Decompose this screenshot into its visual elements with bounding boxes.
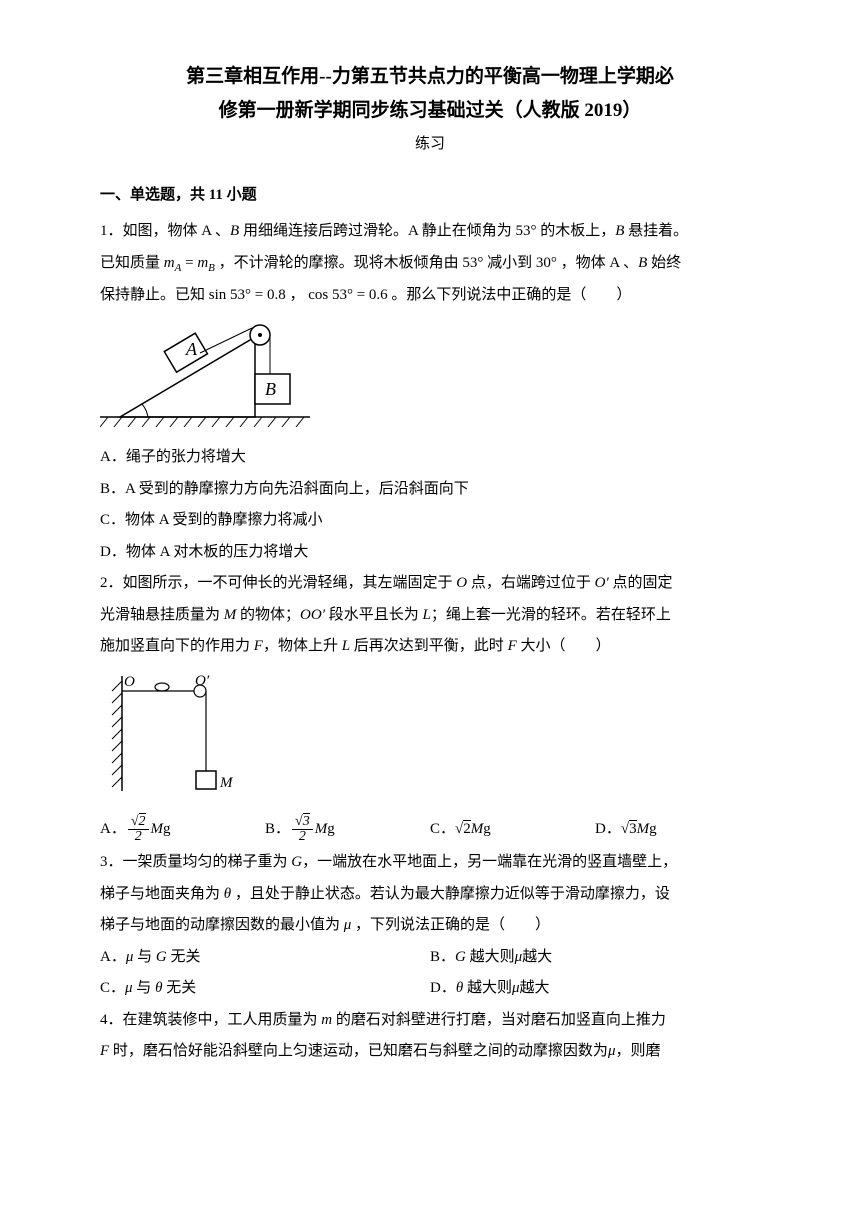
q2-figure: O O′ M: [100, 671, 760, 806]
q1-option-c: C．物体 A 受到的静摩擦力将减小: [100, 505, 760, 537]
q1-figure: A B: [100, 319, 760, 434]
q2-option-d: D．√3Mg: [595, 814, 760, 846]
question-4: 4．在建筑装修中，工人用质量为 m 的磨石对斜壁进行打磨，当对磨石加竖直向上推力…: [100, 1005, 760, 1068]
question-2: 2．如图所示，一不可伸长的光滑轻绳，其左端固定于 O 点，右端跨过位于 O′ 点…: [100, 568, 760, 663]
q1-option-b: B．A 受到的静摩擦力方向先沿斜面向上，后沿斜面向下: [100, 474, 760, 506]
section-header: 一、单选题，共 11 小题: [100, 183, 760, 204]
page-title-1: 第三章相互作用--力第五节共点力的平衡高一物理上学期必: [100, 60, 760, 94]
q1-fig-label-b: B: [265, 379, 276, 399]
q1-option-a: A．绳子的张力将增大: [100, 442, 760, 474]
q3-option-a: A．μ 与 G 无关: [100, 942, 430, 974]
question-1: 1．如图，物体 A 、B 用细绳连接后跨过滑轮。A 静止在倾角为 53° 的木板…: [100, 216, 760, 311]
q2-fig-m: M: [219, 775, 234, 791]
page-title-2: 修第一册新学期同步练习基础过关（人教版 2019）: [100, 94, 760, 128]
q1-text: 1．如图，物体 A 、: [100, 223, 230, 239]
subtitle: 练习: [100, 132, 760, 153]
q1-fig-label-a: A: [185, 339, 198, 359]
q1-option-d: D．物体 A 对木板的压力将增大: [100, 537, 760, 569]
question-3: 3．一架质量均匀的梯子重为 G，一端放在水平地面上，另一端靠在光滑的竖直墙壁上，…: [100, 847, 760, 942]
q2-option-a: A．√22Mg: [100, 814, 265, 846]
q2-fig-o: O: [124, 674, 135, 690]
q3-options-row1: A．μ 与 G 无关 B．G 越大则μ越大: [100, 942, 760, 974]
q3-option-b: B．G 越大则μ越大: [430, 942, 760, 974]
q3-option-d: D．θ 越大则μ越大: [430, 973, 760, 1005]
q3-options-row2: C．μ 与 θ 无关 D．θ 越大则μ越大: [100, 973, 760, 1005]
q2-option-c: C．√2Mg: [430, 814, 595, 846]
q2-option-b: B．√32Mg: [265, 814, 430, 846]
q2-fig-oprime: O′: [195, 673, 210, 689]
q3-option-c: C．μ 与 θ 无关: [100, 973, 430, 1005]
q2-options: A．√22Mg B．√32Mg C．√2Mg D．√3Mg: [100, 814, 760, 846]
